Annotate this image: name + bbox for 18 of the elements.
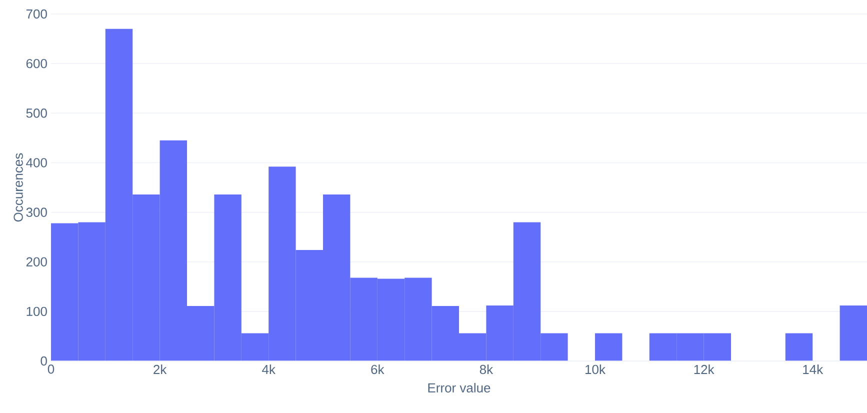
x-tick-label: 0 (48, 364, 54, 374)
x-tick-label: 4k (262, 364, 276, 374)
x-axis-title: Error value (428, 382, 490, 392)
y-tick-label: 0 (40, 356, 47, 366)
y-axis-title: Occurences (14, 153, 23, 222)
x-tick-label: 12k (694, 364, 714, 374)
y-tick-label: 100 (26, 306, 47, 316)
y-tick-label: 400 (26, 158, 47, 168)
x-tick-label: 8k (480, 364, 494, 374)
x-tick-label: 2k (154, 364, 167, 374)
y-tick-label: 500 (26, 108, 47, 118)
x-tick-label: 6k (371, 364, 384, 374)
y-tick-label: 200 (26, 257, 47, 266)
y-tick-label: 600 (26, 58, 47, 68)
y-tick-label: 300 (26, 208, 47, 217)
y-tick-label: 700 (26, 9, 47, 19)
x-tick-label: 10k (586, 364, 606, 374)
x-tick-label: 14k (803, 364, 824, 374)
